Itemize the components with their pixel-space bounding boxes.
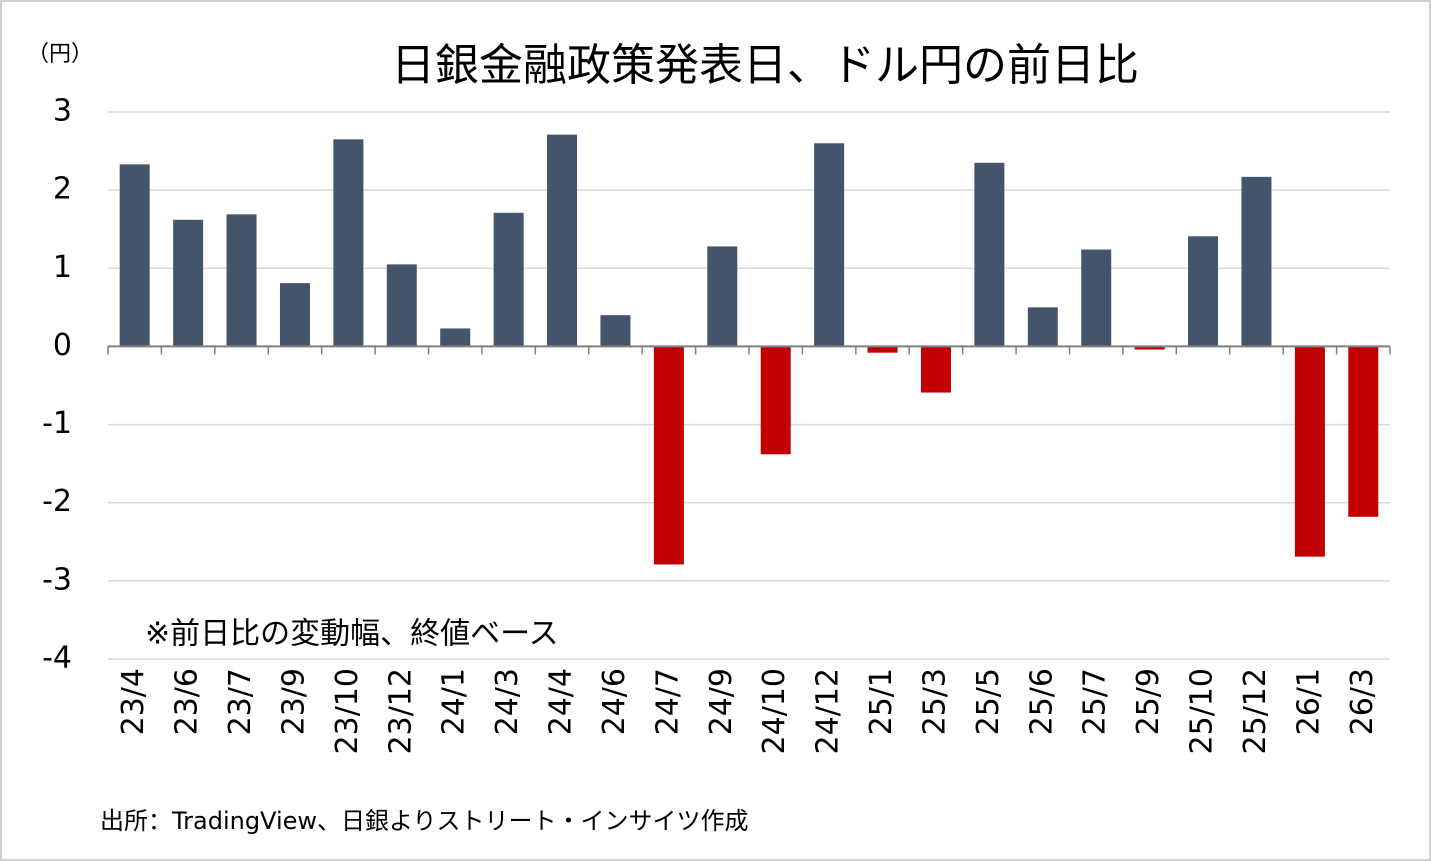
bar — [333, 139, 364, 347]
bar — [173, 219, 204, 347]
bar — [119, 164, 150, 347]
x-tick-label: 25/10 — [1185, 668, 1220, 754]
y-tick-label: 0 — [53, 328, 72, 363]
bar — [279, 283, 310, 347]
bar — [386, 264, 417, 347]
x-tick-label: 26/1 — [1291, 668, 1326, 735]
x-tick-label: 23/7 — [223, 668, 258, 735]
bar — [1188, 236, 1219, 347]
y-tick-label: -4 — [42, 641, 72, 676]
source: 出所：TradingView、日銀よりストリート・インサイツ作成 — [100, 807, 749, 835]
x-tick-label: 25/6 — [1024, 668, 1059, 735]
bar — [653, 346, 684, 565]
x-tick-label: 24/12 — [811, 668, 846, 754]
x-tick-label: 23/12 — [383, 668, 418, 754]
y-tick-label: 1 — [53, 250, 72, 285]
bar — [493, 212, 524, 347]
x-tick-label: 24/1 — [437, 668, 472, 735]
bar — [1027, 307, 1058, 347]
bar — [1294, 346, 1325, 557]
y-tick-label: -3 — [42, 562, 72, 597]
x-tick-label: 25/7 — [1078, 668, 1113, 735]
x-tick-label: 23/10 — [330, 668, 365, 754]
x-tick-label: 24/10 — [757, 668, 792, 754]
y-tick-label: 2 — [53, 172, 72, 207]
x-tick-label: 23/6 — [170, 668, 205, 735]
bar — [867, 346, 898, 353]
chart-title: 日銀金融政策発表日、ドル円の前日比 — [391, 40, 1139, 91]
plot: -4 -3 -2 -1 0 1 2 3 23/4 23/6 23/7 23/9 23/10 23/12 24… — [42, 94, 1391, 754]
x-tick-label: 25/12 — [1238, 668, 1273, 754]
bar — [600, 315, 631, 347]
bar — [1241, 176, 1272, 347]
x-tick-label: 25/5 — [971, 668, 1006, 735]
x-tick-label: 25/1 — [864, 668, 899, 735]
bar — [547, 134, 578, 347]
x-tick-label: 26/3 — [1345, 668, 1380, 735]
y-tick-label: -2 — [42, 484, 72, 519]
bar — [1348, 346, 1379, 517]
x-tick-label: 24/6 — [597, 668, 632, 735]
x-tick-label: 24/3 — [490, 668, 525, 735]
y-tick-label: 3 — [53, 94, 72, 129]
y-unit: （円） — [27, 42, 93, 67]
y-tick-label: -1 — [42, 406, 72, 441]
x-tick-label: 25/3 — [917, 668, 952, 735]
bar — [440, 328, 471, 347]
x-tick-label: 23/4 — [116, 668, 151, 735]
bar — [1081, 249, 1112, 347]
x-tick-label: 24/7 — [650, 668, 685, 735]
bar — [814, 143, 845, 347]
bar — [707, 246, 738, 347]
bar — [1134, 346, 1165, 350]
bar — [226, 214, 257, 347]
bar — [760, 346, 791, 455]
x-tick-label: 25/9 — [1131, 668, 1166, 735]
x-tick-label: 23/9 — [276, 668, 311, 735]
x-tick-label: 24/4 — [544, 668, 579, 735]
x-tick-label: 24/9 — [704, 668, 739, 735]
annotation: ※前日比の変動幅、終値ベース — [145, 617, 559, 652]
bar — [920, 346, 951, 393]
bar — [974, 162, 1005, 347]
